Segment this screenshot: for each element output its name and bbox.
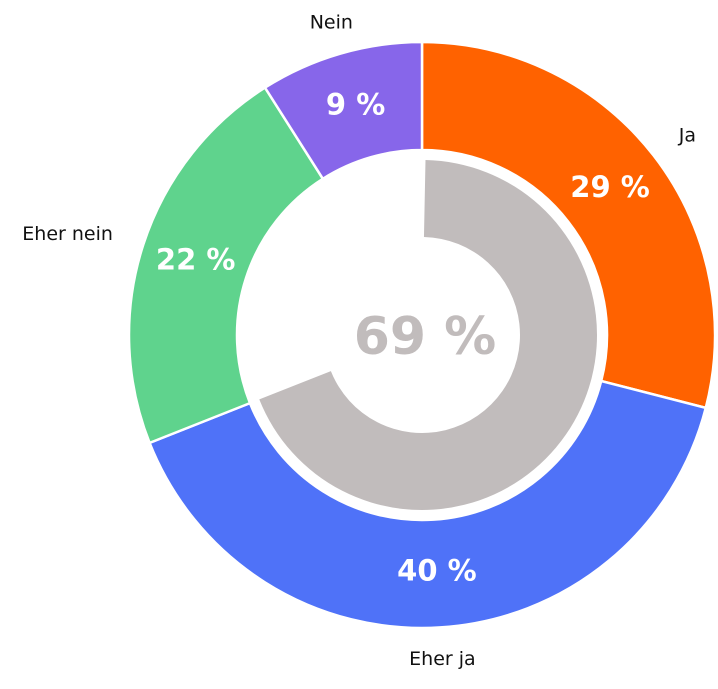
inner-segment — [259, 160, 598, 510]
category-label: Ja — [678, 124, 696, 146]
value-label: 29 % — [570, 170, 650, 204]
value-label: 9 % — [326, 87, 385, 121]
segment — [147, 379, 708, 630]
value-label: 40 % — [397, 554, 477, 588]
segment — [263, 40, 424, 181]
segment — [420, 40, 717, 410]
category-label: Nein — [310, 11, 353, 33]
category-label: Eher nein — [22, 223, 113, 245]
category-label: Eher ja — [409, 648, 476, 670]
segment — [127, 85, 325, 445]
center-label: 69 % — [354, 307, 497, 367]
value-label: 22 % — [156, 242, 236, 276]
